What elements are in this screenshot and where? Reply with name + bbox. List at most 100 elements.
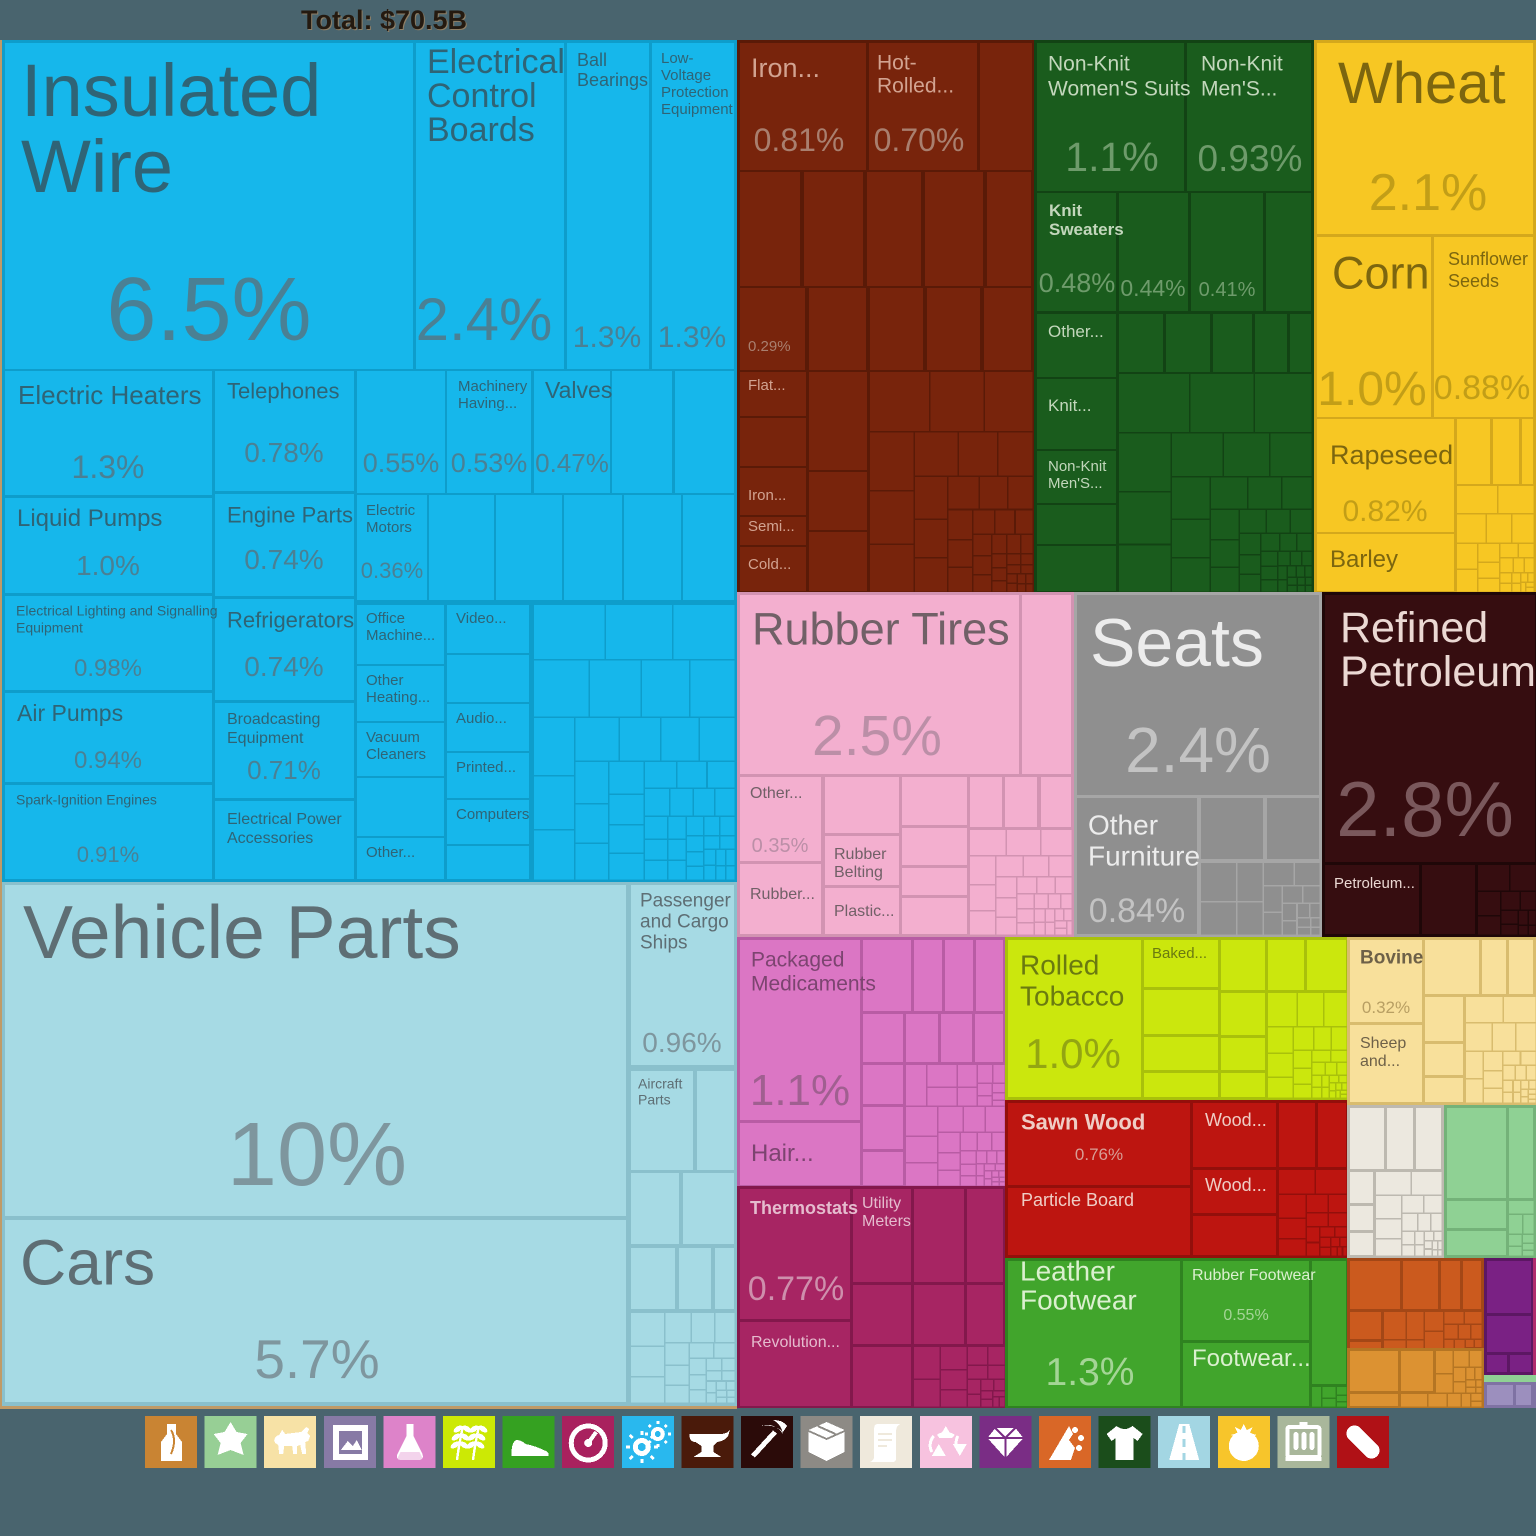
svg-text:Accessories: Accessories bbox=[227, 830, 313, 847]
svg-text:1.3%: 1.3% bbox=[1046, 1351, 1135, 1394]
svg-text:1.1%: 1.1% bbox=[1065, 134, 1158, 180]
svg-text:0.74%: 0.74% bbox=[244, 651, 323, 682]
svg-text:Equipment: Equipment bbox=[227, 730, 304, 747]
svg-text:Engine Parts: Engine Parts bbox=[227, 502, 353, 527]
svg-text:Aircraft: Aircraft bbox=[638, 1075, 682, 1091]
svg-text:2.4%: 2.4% bbox=[416, 286, 553, 353]
svg-text:Seats: Seats bbox=[1090, 605, 1264, 681]
svg-text:Belting: Belting bbox=[834, 864, 883, 881]
svg-text:Wood...: Wood... bbox=[1205, 1110, 1267, 1130]
svg-text:Hot-: Hot- bbox=[877, 52, 917, 75]
svg-text:Revolution...: Revolution... bbox=[751, 1334, 840, 1351]
svg-text:Vacuum: Vacuum bbox=[366, 729, 420, 746]
svg-text:Boards: Boards bbox=[427, 111, 535, 149]
svg-text:Sheep: Sheep bbox=[1360, 1035, 1406, 1052]
svg-text:Tobacco: Tobacco bbox=[1020, 981, 1124, 1012]
svg-text:Bearings: Bearings bbox=[577, 70, 648, 90]
svg-text:0.35%: 0.35% bbox=[752, 835, 809, 857]
svg-text:2.1%: 2.1% bbox=[1369, 164, 1488, 222]
svg-text:Voltage: Voltage bbox=[661, 67, 711, 84]
svg-text:Medicaments: Medicaments bbox=[751, 973, 876, 996]
svg-text:Other...: Other... bbox=[366, 844, 415, 861]
svg-text:Iron...: Iron... bbox=[751, 53, 820, 83]
svg-text:1.3%: 1.3% bbox=[573, 321, 641, 354]
svg-text:Leather: Leather bbox=[1020, 1256, 1115, 1287]
svg-text:Non-Knit: Non-Knit bbox=[1201, 53, 1283, 76]
svg-text:0.32%: 0.32% bbox=[1362, 998, 1410, 1017]
svg-text:Electrical Power: Electrical Power bbox=[227, 811, 342, 828]
svg-text:Rolled: Rolled bbox=[1020, 950, 1099, 981]
svg-text:Having...: Having... bbox=[458, 395, 517, 412]
svg-text:Sunflower: Sunflower bbox=[1448, 249, 1528, 269]
svg-text:1.0%: 1.0% bbox=[1025, 1030, 1121, 1077]
svg-text:2.8%: 2.8% bbox=[1336, 765, 1514, 853]
svg-text:Air Pumps: Air Pumps bbox=[17, 700, 123, 726]
svg-text:Flat...: Flat... bbox=[748, 377, 786, 394]
svg-text:Ball: Ball bbox=[577, 50, 607, 70]
svg-text:Cars: Cars bbox=[20, 1226, 155, 1298]
svg-text:Wire: Wire bbox=[21, 125, 173, 208]
svg-text:1.0%: 1.0% bbox=[76, 550, 140, 581]
svg-text:10%: 10% bbox=[227, 1105, 407, 1205]
svg-text:Bovine: Bovine bbox=[1360, 948, 1423, 969]
svg-text:0.55%: 0.55% bbox=[1223, 1307, 1268, 1324]
svg-text:Spark-Ignition Engines: Spark-Ignition Engines bbox=[16, 791, 157, 807]
svg-text:Passenger: Passenger bbox=[640, 891, 732, 912]
svg-text:Thermostats: Thermostats bbox=[750, 1198, 858, 1218]
svg-text:Protection: Protection bbox=[661, 84, 729, 101]
svg-text:Men'S...: Men'S... bbox=[1048, 475, 1103, 492]
svg-text:Video...: Video... bbox=[456, 610, 507, 627]
svg-text:1.3%: 1.3% bbox=[658, 321, 726, 354]
svg-text:0.96%: 0.96% bbox=[642, 1027, 721, 1058]
svg-text:Refined: Refined bbox=[1340, 604, 1488, 652]
svg-text:Other: Other bbox=[366, 672, 404, 689]
svg-text:Wood...: Wood... bbox=[1205, 1175, 1267, 1195]
svg-text:Packaged: Packaged bbox=[751, 949, 844, 972]
svg-text:0.48%: 0.48% bbox=[1039, 268, 1116, 298]
svg-text:1.0%: 1.0% bbox=[1317, 363, 1426, 416]
svg-text:Rolled...: Rolled... bbox=[877, 75, 954, 98]
svg-text:Hair...: Hair... bbox=[751, 1140, 814, 1167]
svg-text:Cold...: Cold... bbox=[748, 556, 791, 573]
svg-text:0.91%: 0.91% bbox=[77, 842, 139, 867]
svg-text:2.4%: 2.4% bbox=[1125, 714, 1271, 786]
svg-text:Other...: Other... bbox=[1048, 322, 1104, 341]
svg-text:Electrical Lighting and Signal: Electrical Lighting and Signalling bbox=[16, 602, 218, 618]
svg-text:Sweaters: Sweaters bbox=[1049, 220, 1124, 239]
svg-text:Non-Knit: Non-Knit bbox=[1048, 458, 1107, 475]
svg-text:0.41%: 0.41% bbox=[1199, 279, 1256, 301]
svg-text:Audio...: Audio... bbox=[456, 710, 507, 727]
svg-text:Refrigerators: Refrigerators bbox=[227, 607, 354, 632]
svg-text:Electrical: Electrical bbox=[427, 43, 565, 81]
svg-text:2.5%: 2.5% bbox=[812, 704, 942, 768]
svg-text:Office: Office bbox=[366, 610, 405, 627]
svg-text:0.81%: 0.81% bbox=[754, 122, 845, 158]
svg-text:Barley: Barley bbox=[1330, 546, 1398, 573]
svg-text:Valves: Valves bbox=[545, 377, 612, 403]
svg-text:Ships: Ships bbox=[640, 933, 688, 954]
svg-text:0.74%: 0.74% bbox=[244, 544, 323, 575]
svg-text:Rapeseed: Rapeseed bbox=[1330, 440, 1453, 470]
svg-text:0.71%: 0.71% bbox=[247, 755, 321, 785]
svg-text:0.84%: 0.84% bbox=[1089, 892, 1185, 930]
svg-text:Broadcasting: Broadcasting bbox=[227, 711, 320, 728]
svg-text:Low-: Low- bbox=[661, 50, 694, 67]
svg-text:Iron...: Iron... bbox=[748, 487, 786, 504]
svg-text:Furniture: Furniture bbox=[1088, 841, 1200, 872]
svg-text:0.78%: 0.78% bbox=[244, 437, 323, 468]
svg-text:Rubber Footwear: Rubber Footwear bbox=[1192, 1267, 1316, 1284]
svg-text:Equipment: Equipment bbox=[661, 101, 734, 118]
svg-text:Heating...: Heating... bbox=[366, 689, 430, 706]
svg-text:Non-Knit: Non-Knit bbox=[1048, 53, 1130, 76]
svg-text:Telephones: Telephones bbox=[227, 378, 340, 403]
svg-text:1.3%: 1.3% bbox=[72, 449, 145, 485]
svg-text:Printed...: Printed... bbox=[456, 759, 516, 776]
svg-text:Meters: Meters bbox=[862, 1213, 911, 1230]
svg-text:Corn: Corn bbox=[1332, 248, 1430, 299]
svg-text:0.93%: 0.93% bbox=[1198, 138, 1303, 179]
svg-text:0.77%: 0.77% bbox=[748, 1270, 844, 1308]
svg-text:Semi...: Semi... bbox=[748, 518, 795, 535]
svg-text:Rubber: Rubber bbox=[834, 846, 887, 863]
svg-text:6.5%: 6.5% bbox=[106, 260, 311, 360]
svg-text:0.98%: 0.98% bbox=[74, 655, 142, 682]
